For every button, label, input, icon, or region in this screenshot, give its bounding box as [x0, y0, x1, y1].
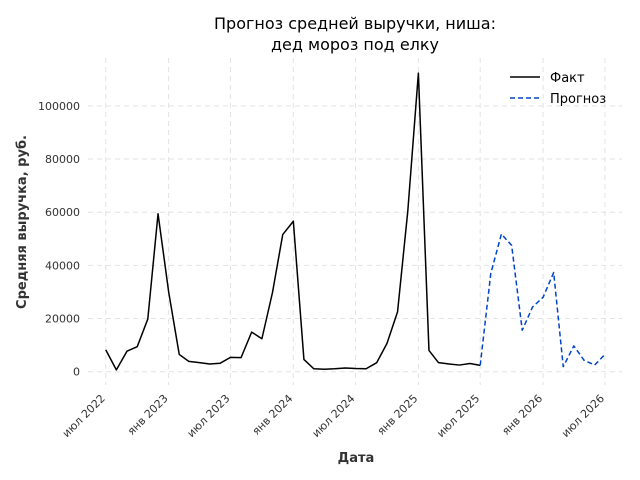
x-tick-label: янв 2023 [125, 392, 171, 438]
x-axis-label: Дата [338, 451, 375, 466]
x-tick-label: июл 2026 [559, 392, 607, 440]
y-tick-label: 40000 [45, 259, 80, 272]
legend-label-fact: Факт [550, 71, 585, 86]
y-tick-label: 80000 [45, 153, 80, 166]
y-tick-label: 20000 [45, 313, 80, 326]
y-axis-label: Средняя выручка, руб. [15, 135, 30, 309]
x-tick-label: июл 2024 [310, 392, 358, 440]
chart-title-line-2: дед мороз под елку [271, 35, 439, 54]
y-axis-ticks: 0 20000 40000 60000 80000 100000 [38, 100, 80, 379]
legend-label-forecast: Прогноз [550, 92, 606, 107]
y-tick-label: 0 [73, 366, 80, 379]
x-tick-label: янв 2026 [499, 392, 545, 438]
x-tick-label: июл 2023 [185, 392, 233, 440]
grid [88, 58, 622, 385]
x-axis-ticks: июл 2022 янв 2023 июл 2023 янв 2024 июл 2024… [60, 392, 607, 440]
x-tick-label: янв 2025 [375, 392, 421, 438]
y-tick-label: 60000 [45, 206, 80, 219]
series-line-forecast [479, 233, 606, 368]
chart-title: Прогноз средней выручки, ниша: дед мороз… [214, 14, 496, 54]
x-tick-label: июл 2022 [60, 392, 108, 440]
y-tick-label: 100000 [38, 100, 80, 113]
series-line-fact [105, 72, 481, 371]
x-tick-label: июл 2025 [434, 392, 482, 440]
series [105, 72, 606, 371]
legend: Факт Прогноз [510, 71, 606, 107]
x-tick-label: янв 2024 [250, 392, 296, 438]
chart-title-line-1: Прогноз средней выручки, ниша: [214, 14, 496, 33]
